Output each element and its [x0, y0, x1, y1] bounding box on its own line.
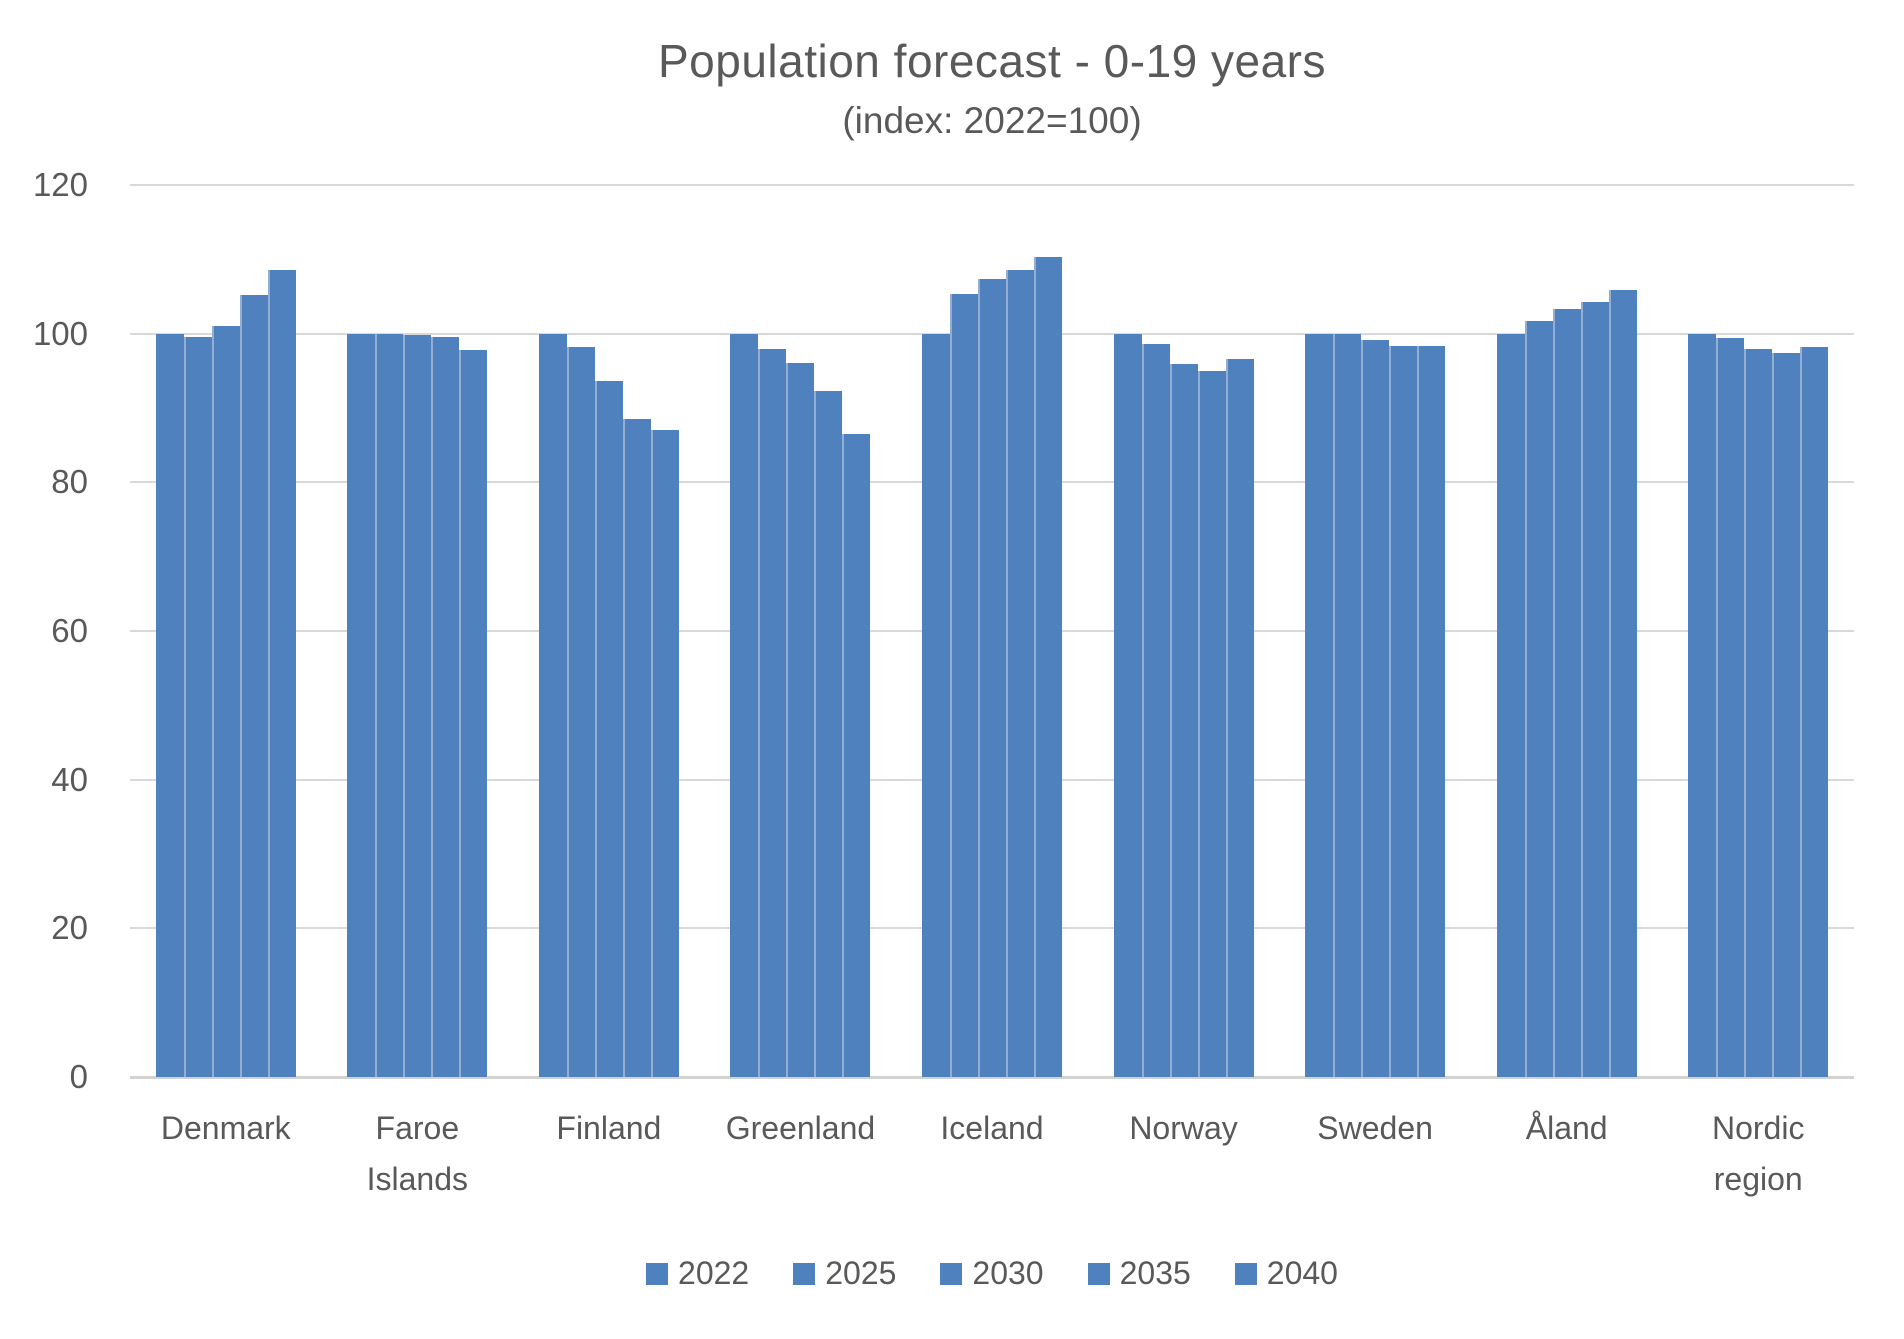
bar-denmark-2025 [183, 337, 212, 1077]
legend-swatch-icon [1087, 1262, 1110, 1285]
x-axis-category-label: Nordic region [1711, 1110, 1805, 1197]
bar-norway-2030 [1169, 364, 1198, 1077]
chart-title: Population forecast - 0-19 years [657, 35, 1327, 87]
bar-norway-2035 [1197, 370, 1226, 1077]
bar-åland-2025 [1524, 321, 1553, 1077]
y-axis-tick-label: 0 [69, 1058, 88, 1095]
bar-åland-2035 [1580, 301, 1609, 1077]
bar-finland-2040 [650, 430, 679, 1077]
bar-group-finland [538, 185, 679, 1077]
legend-item-2022: 2022 [646, 1255, 749, 1292]
bar-norway-2022 [1113, 333, 1142, 1077]
bar-group-åland [1496, 185, 1637, 1077]
bar-nordic-2025 [1716, 338, 1745, 1077]
legend-label: 2030 [972, 1255, 1044, 1291]
bar-group-iceland [922, 185, 1062, 1077]
bar-åland-2030 [1552, 309, 1581, 1077]
legend-item-2030: 2030 [940, 1255, 1044, 1292]
bar-sweden-2022 [1305, 333, 1334, 1077]
bar-faroe-2035 [431, 336, 460, 1077]
bar-sweden-2030 [1361, 339, 1390, 1077]
bar-greenland-2022 [730, 333, 759, 1077]
legend-item-2025: 2025 [793, 1255, 896, 1292]
bar-sweden-2025 [1333, 334, 1362, 1077]
bar-faroe-2025 [375, 334, 404, 1077]
bar-norway-2040 [1225, 358, 1254, 1077]
x-axis-category-label: Norway [1129, 1110, 1238, 1146]
legend-swatch-icon [1234, 1262, 1257, 1285]
bar-group-denmark [155, 185, 296, 1077]
bar-group-nordic [1688, 185, 1829, 1077]
legend-label: 2035 [1119, 1255, 1191, 1291]
bar-iceland-2025 [950, 294, 978, 1077]
bar-group-faroe [347, 185, 488, 1077]
bar-group-sweden [1305, 185, 1446, 1077]
legend-item-2035: 2035 [1087, 1255, 1191, 1292]
bar-sweden-2040 [1417, 345, 1446, 1077]
x-axis-category-label: Greenland [725, 1110, 876, 1146]
bar-greenland-2030 [786, 363, 815, 1077]
bar-denmark-2040 [267, 269, 296, 1077]
bar-denmark-2030 [211, 325, 240, 1077]
bar-group-norway [1113, 185, 1254, 1077]
chart-subtitle: (index: 2022=100) [842, 100, 1142, 141]
gridline-120 [130, 184, 1854, 186]
bar-faroe-2040 [459, 350, 488, 1077]
y-axis-tick-label: 120 [32, 166, 88, 203]
bar-finland-2025 [566, 347, 595, 1077]
bar-faroe-2022 [347, 333, 376, 1077]
gridline-0 [130, 1076, 1854, 1079]
bar-greenland-2035 [814, 390, 843, 1077]
bar-nordic-2030 [1744, 349, 1773, 1077]
x-axis-category-label: Åland [1525, 1110, 1608, 1146]
x-axis-category-label: Faroe Islands [366, 1110, 469, 1197]
plot-area [130, 184, 1854, 1079]
y-axis-tick-label: 60 [51, 612, 88, 649]
bar-denmark-2022 [155, 333, 184, 1077]
bar-iceland-2022 [922, 333, 950, 1077]
bar-finland-2022 [538, 333, 567, 1077]
bar-finland-2030 [594, 381, 623, 1077]
legend-label: 2022 [678, 1255, 750, 1291]
bar-nordic-2035 [1772, 353, 1801, 1077]
bar-finland-2035 [622, 419, 651, 1077]
x-axis-category-label: Denmark [160, 1110, 291, 1146]
bar-norway-2025 [1141, 344, 1170, 1077]
bar-åland-2040 [1608, 289, 1637, 1077]
bar-iceland-2030 [978, 279, 1006, 1077]
bar-denmark-2035 [239, 295, 268, 1077]
legend-swatch-icon [940, 1262, 963, 1285]
legend-item-2040: 2040 [1234, 1255, 1338, 1292]
bar-nordic-2022 [1688, 333, 1717, 1077]
x-axis-category-label: Sweden [1317, 1110, 1433, 1146]
legend-swatch-icon [646, 1262, 669, 1285]
bar-greenland-2040 [842, 434, 871, 1077]
x-axis-category-label: Iceland [940, 1110, 1044, 1146]
legend-label: 2040 [1266, 1255, 1338, 1291]
y-axis-tick-label: 20 [51, 909, 88, 947]
bar-faroe-2030 [403, 335, 432, 1077]
legend-label: 2025 [825, 1255, 897, 1291]
bar-iceland-2035 [1006, 269, 1034, 1077]
y-axis-tick-label: 80 [51, 463, 88, 501]
y-axis-tick-label: 40 [51, 760, 88, 798]
x-axis-category-label: Finland [556, 1110, 662, 1146]
bar-greenland-2025 [758, 348, 787, 1077]
y-axis-tick-label: 100 [32, 314, 88, 352]
legend: 2022 2025 2030 2035 2040 [130, 1255, 1854, 1292]
bar-group-greenland [730, 185, 871, 1077]
bar-nordic-2040 [1800, 347, 1829, 1077]
bar-sweden-2035 [1389, 346, 1418, 1077]
bar-iceland-2040 [1034, 257, 1062, 1077]
bar-åland-2022 [1496, 333, 1525, 1077]
legend-swatch-icon [793, 1262, 816, 1285]
